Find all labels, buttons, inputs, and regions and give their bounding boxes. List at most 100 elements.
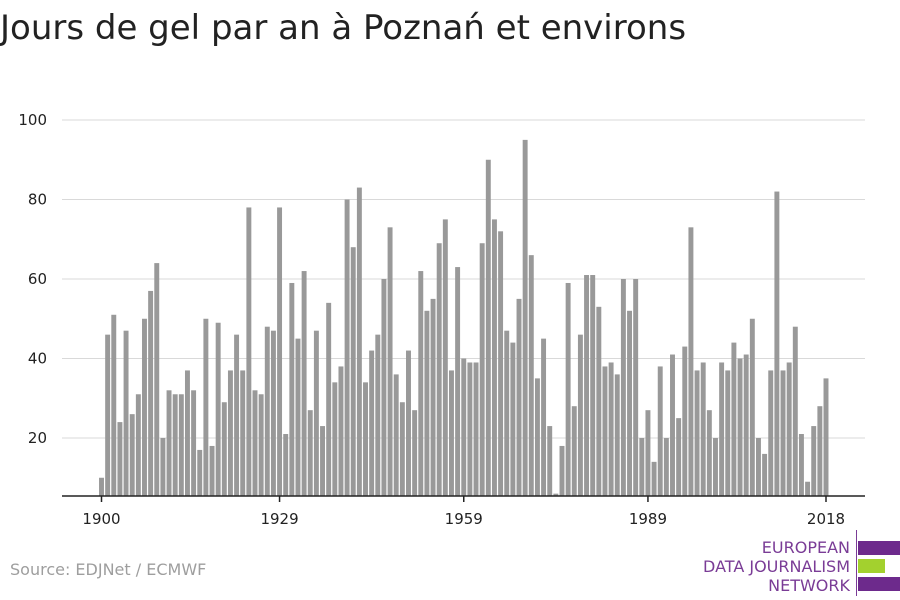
bar [264, 326, 270, 496]
bar [221, 402, 227, 496]
bar [332, 382, 338, 496]
bar [633, 279, 639, 496]
edjnet-logo: EUROPEAN DATA JOURNALISM NETWORK [700, 530, 900, 596]
bar [473, 362, 479, 496]
y-tick-label: 40 [28, 350, 47, 368]
bar [191, 390, 197, 496]
bar [111, 314, 117, 496]
bar [430, 298, 436, 497]
x-tick-label: 1900 [82, 510, 120, 528]
bar [620, 279, 626, 496]
bar [277, 207, 283, 496]
bar [627, 310, 632, 496]
bar [313, 330, 319, 496]
logo-bar-purple-top [858, 541, 900, 555]
bar [522, 139, 528, 497]
bar [792, 326, 798, 496]
bar [504, 330, 510, 496]
bar-chart: 20 40 60 80 100 1900 1929 1959 1989 2018 [18, 111, 865, 528]
logo-separator [856, 530, 857, 596]
y-tick-label: 20 [28, 429, 47, 447]
bar [105, 334, 111, 496]
bar [350, 247, 356, 496]
bar [467, 362, 473, 496]
bar [307, 410, 313, 496]
bar [639, 438, 645, 496]
bar [338, 366, 344, 496]
bar [356, 187, 362, 496]
bar [172, 394, 178, 496]
bar [234, 334, 240, 496]
bar [663, 438, 669, 496]
bar [424, 310, 430, 496]
bar [461, 358, 467, 496]
bar [369, 350, 375, 496]
bar [762, 453, 768, 496]
bar [805, 481, 811, 496]
bar [657, 366, 663, 496]
bar [602, 366, 608, 496]
bar [749, 318, 755, 496]
bar [375, 334, 381, 496]
bar [270, 330, 276, 496]
bar [227, 370, 233, 496]
bar [596, 306, 602, 496]
bar [700, 362, 706, 496]
bar [682, 346, 688, 496]
bar [713, 438, 718, 496]
bar [577, 334, 583, 496]
bar [252, 390, 258, 496]
x-tick-label: 1959 [445, 510, 483, 528]
bars [99, 139, 829, 497]
bar [614, 374, 620, 496]
bar [559, 445, 565, 496]
bar [737, 358, 743, 496]
chart-title: Jours de gel par an à Poznań et environs [0, 8, 687, 48]
bar [755, 438, 761, 496]
logo-line-3: NETWORK [768, 576, 850, 595]
bar [320, 426, 325, 496]
logo-bar-green [858, 559, 885, 573]
bar [160, 438, 166, 496]
y-tick-label: 60 [28, 270, 47, 288]
bar [203, 318, 209, 496]
bar [768, 370, 774, 496]
x-tick-label: 1929 [260, 510, 298, 528]
bar [694, 370, 700, 496]
x-tick-label: 1989 [629, 510, 667, 528]
bar [706, 410, 712, 496]
bar [363, 382, 368, 496]
bar [743, 354, 749, 496]
bar [301, 271, 307, 496]
bar [774, 191, 780, 497]
bar [418, 271, 424, 496]
bar [449, 370, 454, 496]
bar [289, 282, 295, 496]
bar [326, 302, 332, 496]
bar [215, 322, 221, 496]
bar [381, 279, 387, 496]
bar [719, 362, 725, 496]
bar [240, 370, 246, 496]
bar [436, 243, 442, 496]
bar [571, 406, 577, 496]
bar [491, 219, 497, 497]
bar [645, 410, 651, 496]
y-tick-label: 100 [18, 111, 47, 129]
y-axis-tick-labels: 20 40 60 80 100 [18, 111, 47, 447]
bar [344, 199, 350, 496]
bar [811, 426, 817, 496]
bar [817, 406, 823, 496]
bar [541, 338, 547, 497]
bar [823, 378, 829, 497]
source-note: Source: EDJNet / ECMWF [10, 560, 207, 579]
bar [516, 298, 522, 497]
bar [99, 477, 104, 496]
bar [534, 378, 540, 497]
bar [178, 394, 184, 496]
bar [387, 227, 393, 496]
bar [547, 426, 553, 496]
bar [676, 418, 682, 497]
bar [442, 219, 448, 497]
logo-line-1: EUROPEAN [761, 538, 850, 557]
